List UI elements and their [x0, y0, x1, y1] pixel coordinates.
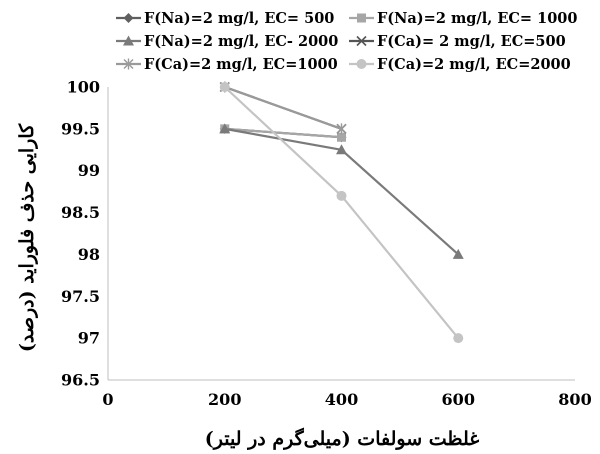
series-line — [224, 85, 342, 130]
x-tick-label: 800 — [558, 390, 591, 409]
legend: F(Na)=2 mg/l, EC= 500 F(Na)=2 mg/l, EC= 1… — [116, 10, 577, 73]
legend-label: F(Ca)=2 mg/l, EC=2000 — [377, 56, 571, 73]
series-line — [224, 127, 342, 139]
x-axis-title: غلظت سولفات (میلی‌گرم در لیتر) — [205, 427, 479, 450]
legend-item: F(Ca)=2 mg/l, EC=2000 — [349, 56, 571, 73]
legend-item: F(Na)=2 mg/l, EC= 500 — [116, 10, 334, 27]
legend-marker — [356, 35, 367, 47]
data-point — [336, 144, 347, 155]
y-tick-label: 98.5 — [61, 203, 100, 222]
y-tick-label: 99.5 — [61, 119, 100, 138]
legend-item: F(Ca)= 2 mg/l, EC=500 — [349, 33, 566, 50]
legend-item: F(Ca)=2 mg/l, EC=1000 — [116, 56, 338, 73]
x-tick-label: 400 — [325, 390, 358, 409]
data-point — [337, 132, 346, 142]
data-point — [453, 333, 464, 344]
legend-label: F(Na)=2 mg/l, EC= 500 — [144, 10, 334, 27]
data-point — [219, 82, 230, 92]
x-tick-label: 0 — [102, 390, 113, 409]
legend-label: F(Ca)=2 mg/l, EC=1000 — [144, 56, 338, 73]
y-tick-labels: 96.5 97 97.5 98 98.5 99 99.5 100 — [61, 78, 100, 390]
series-3 — [219, 123, 464, 259]
y-tick-label: 97.5 — [61, 287, 100, 306]
legend-label: F(Na)=2 mg/l, EC- 2000 — [144, 33, 338, 50]
legend-marker — [357, 13, 366, 23]
x-tick-label: 200 — [208, 390, 241, 409]
legend-item: F(Na)=2 mg/l, EC- 2000 — [116, 33, 338, 50]
y-tick-label: 96.5 — [61, 371, 100, 390]
legend-marker — [123, 58, 134, 70]
legend-item: F(Na)=2 mg/l, EC= 1000 — [349, 10, 577, 27]
series-6 — [219, 82, 464, 344]
y-axis-title: کارایی حذف فلوراید (درصد) — [16, 123, 38, 352]
data-point — [219, 123, 231, 134]
data-point — [336, 190, 347, 201]
series-layer — [219, 81, 464, 344]
legend-label: F(Na)=2 mg/l, EC= 1000 — [377, 10, 577, 27]
legend-marker — [356, 59, 367, 69]
x-tick-label: 600 — [442, 390, 475, 409]
y-tick-label: 100 — [67, 78, 100, 97]
y-tick-label: 99 — [78, 161, 100, 180]
x-tick-labels: 0 200 400 600 800 — [102, 390, 591, 409]
y-tick-label: 97 — [78, 329, 100, 348]
axes — [107, 87, 575, 381]
series-5 — [219, 81, 347, 135]
y-tick-label: 98 — [78, 245, 100, 264]
legend-label: F(Ca)= 2 mg/l, EC=500 — [377, 33, 566, 50]
data-point — [336, 123, 347, 135]
legend-marker — [123, 13, 134, 23]
legend-marker — [123, 35, 134, 46]
data-point — [452, 248, 464, 259]
